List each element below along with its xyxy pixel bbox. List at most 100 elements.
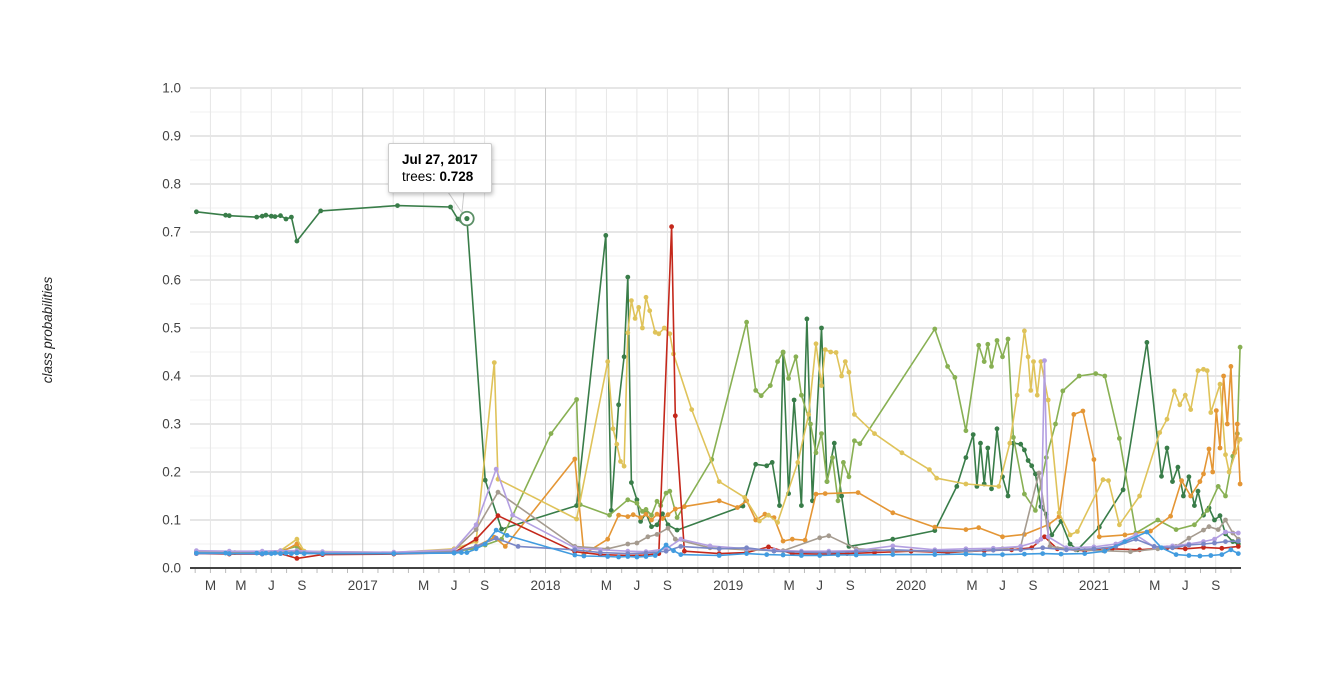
flooded_vegetation-point[interactable] xyxy=(1186,542,1192,548)
shrub_and_scrub-point[interactable] xyxy=(757,518,762,524)
trees-point[interactable] xyxy=(603,233,609,238)
grass-point[interactable] xyxy=(932,326,938,332)
water-point[interactable] xyxy=(278,551,283,556)
trees-point[interactable] xyxy=(455,216,461,222)
water-point[interactable] xyxy=(799,553,804,558)
shrub_and_scrub-point[interactable] xyxy=(621,463,627,469)
built-point[interactable] xyxy=(473,536,479,542)
water-point[interactable] xyxy=(504,533,510,538)
snow_and_ice-point[interactable] xyxy=(510,512,515,518)
shrub_and_scrub-point[interactable] xyxy=(610,426,616,432)
crops-point[interactable] xyxy=(1096,534,1102,540)
bare-point[interactable] xyxy=(1201,527,1206,533)
trees-point[interactable] xyxy=(616,402,621,408)
crops-point[interactable] xyxy=(665,512,671,518)
highlighted-point[interactable] xyxy=(464,215,470,222)
water-point[interactable] xyxy=(652,553,658,558)
trees-point[interactable] xyxy=(994,426,1000,432)
shrub_and_scrub-point[interactable] xyxy=(1208,410,1214,415)
grass-point[interactable] xyxy=(574,397,579,402)
crops-point[interactable] xyxy=(1210,469,1216,475)
water-point[interactable] xyxy=(283,550,289,556)
built-point[interactable] xyxy=(669,224,674,230)
shrub_and_scrub-point[interactable] xyxy=(996,484,1002,489)
water-point[interactable] xyxy=(1235,551,1241,556)
grass-point[interactable] xyxy=(786,376,791,381)
water-point[interactable] xyxy=(605,554,611,559)
trees-point[interactable] xyxy=(278,213,283,219)
flooded_vegetation-point[interactable] xyxy=(493,535,499,541)
flooded_vegetation-point[interactable] xyxy=(597,550,603,555)
trees-point[interactable] xyxy=(638,519,643,524)
shrub_and_scrub-point[interactable] xyxy=(1022,328,1027,334)
trees-point[interactable] xyxy=(791,397,797,403)
trees-point[interactable] xyxy=(1164,445,1170,451)
flooded_vegetation-point[interactable] xyxy=(963,548,969,554)
shrub_and_scrub-point[interactable] xyxy=(852,412,857,417)
shrub_and_scrub-point[interactable] xyxy=(1117,522,1122,528)
bare-point[interactable] xyxy=(1223,517,1228,523)
water-point[interactable] xyxy=(320,551,325,556)
trees-point[interactable] xyxy=(649,524,654,530)
shrub_and_scrub-point[interactable] xyxy=(842,359,848,364)
water-point[interactable] xyxy=(223,550,229,556)
shrub_and_scrub-point[interactable] xyxy=(1106,478,1111,483)
shrub_and_scrub-point[interactable] xyxy=(1204,368,1210,374)
flooded_vegetation-point[interactable] xyxy=(890,547,896,553)
water-point[interactable] xyxy=(226,551,232,556)
water-point[interactable] xyxy=(391,551,397,556)
grass-point[interactable] xyxy=(808,421,813,427)
shrub_and_scrub-point[interactable] xyxy=(1028,388,1034,393)
trees-point[interactable] xyxy=(289,214,294,220)
grass-point[interactable] xyxy=(793,354,799,360)
shrub_and_scrub-point[interactable] xyxy=(652,329,658,335)
shrub_and_scrub-point[interactable] xyxy=(1067,532,1073,538)
water-point[interactable] xyxy=(643,554,649,559)
trees-point[interactable] xyxy=(674,527,680,533)
grass-point[interactable] xyxy=(830,455,835,460)
crops-point[interactable] xyxy=(1080,408,1086,414)
water-point[interactable] xyxy=(194,550,199,556)
grass-point[interactable] xyxy=(1237,344,1243,350)
bare-point[interactable] xyxy=(634,540,640,546)
crops-point[interactable] xyxy=(780,538,786,544)
shrub_and_scrub-point[interactable] xyxy=(1164,416,1170,422)
crops-point[interactable] xyxy=(630,512,636,518)
trees-point[interactable] xyxy=(660,511,665,517)
snow_and_ice-point[interactable] xyxy=(1212,536,1217,542)
grass-point[interactable] xyxy=(994,338,1000,343)
grass-point[interactable] xyxy=(835,498,841,504)
trees-point[interactable] xyxy=(272,214,278,220)
crops-point[interactable] xyxy=(1206,446,1212,452)
flooded_vegetation-point[interactable] xyxy=(1170,545,1175,551)
water-point[interactable] xyxy=(451,550,457,556)
water-point[interactable] xyxy=(625,554,631,559)
snow_and_ice-point[interactable] xyxy=(678,536,684,542)
shrub_and_scrub-point[interactable] xyxy=(1217,381,1223,387)
water-point[interactable] xyxy=(581,553,587,559)
grass-point[interactable] xyxy=(1000,354,1005,360)
crops-point[interactable] xyxy=(1237,481,1243,487)
flooded_vegetation-point[interactable] xyxy=(1151,544,1157,549)
shrub_and_scrub-point[interactable] xyxy=(828,349,834,355)
grass-point[interactable] xyxy=(952,375,958,380)
snow_and_ice-point[interactable] xyxy=(1042,358,1047,363)
shrub_and_scrub-point[interactable] xyxy=(1188,407,1194,412)
grass-point[interactable] xyxy=(767,383,773,388)
built-point[interactable] xyxy=(682,548,687,554)
trees-point[interactable] xyxy=(1192,503,1197,508)
grass-point[interactable] xyxy=(625,497,631,503)
grass-point[interactable] xyxy=(1155,517,1161,523)
trees-point[interactable] xyxy=(395,203,400,209)
water-point[interactable] xyxy=(263,550,269,556)
water-point[interactable] xyxy=(1159,545,1164,551)
trees-point[interactable] xyxy=(978,440,983,446)
grass-point[interactable] xyxy=(981,359,987,364)
trees-point[interactable] xyxy=(1120,487,1126,493)
trees-point[interactable] xyxy=(482,477,488,483)
trees-point[interactable] xyxy=(194,209,199,215)
built-point[interactable] xyxy=(1235,544,1241,549)
bare-point[interactable] xyxy=(1186,535,1192,541)
crops-point[interactable] xyxy=(643,511,649,517)
water-point[interactable] xyxy=(780,552,786,558)
